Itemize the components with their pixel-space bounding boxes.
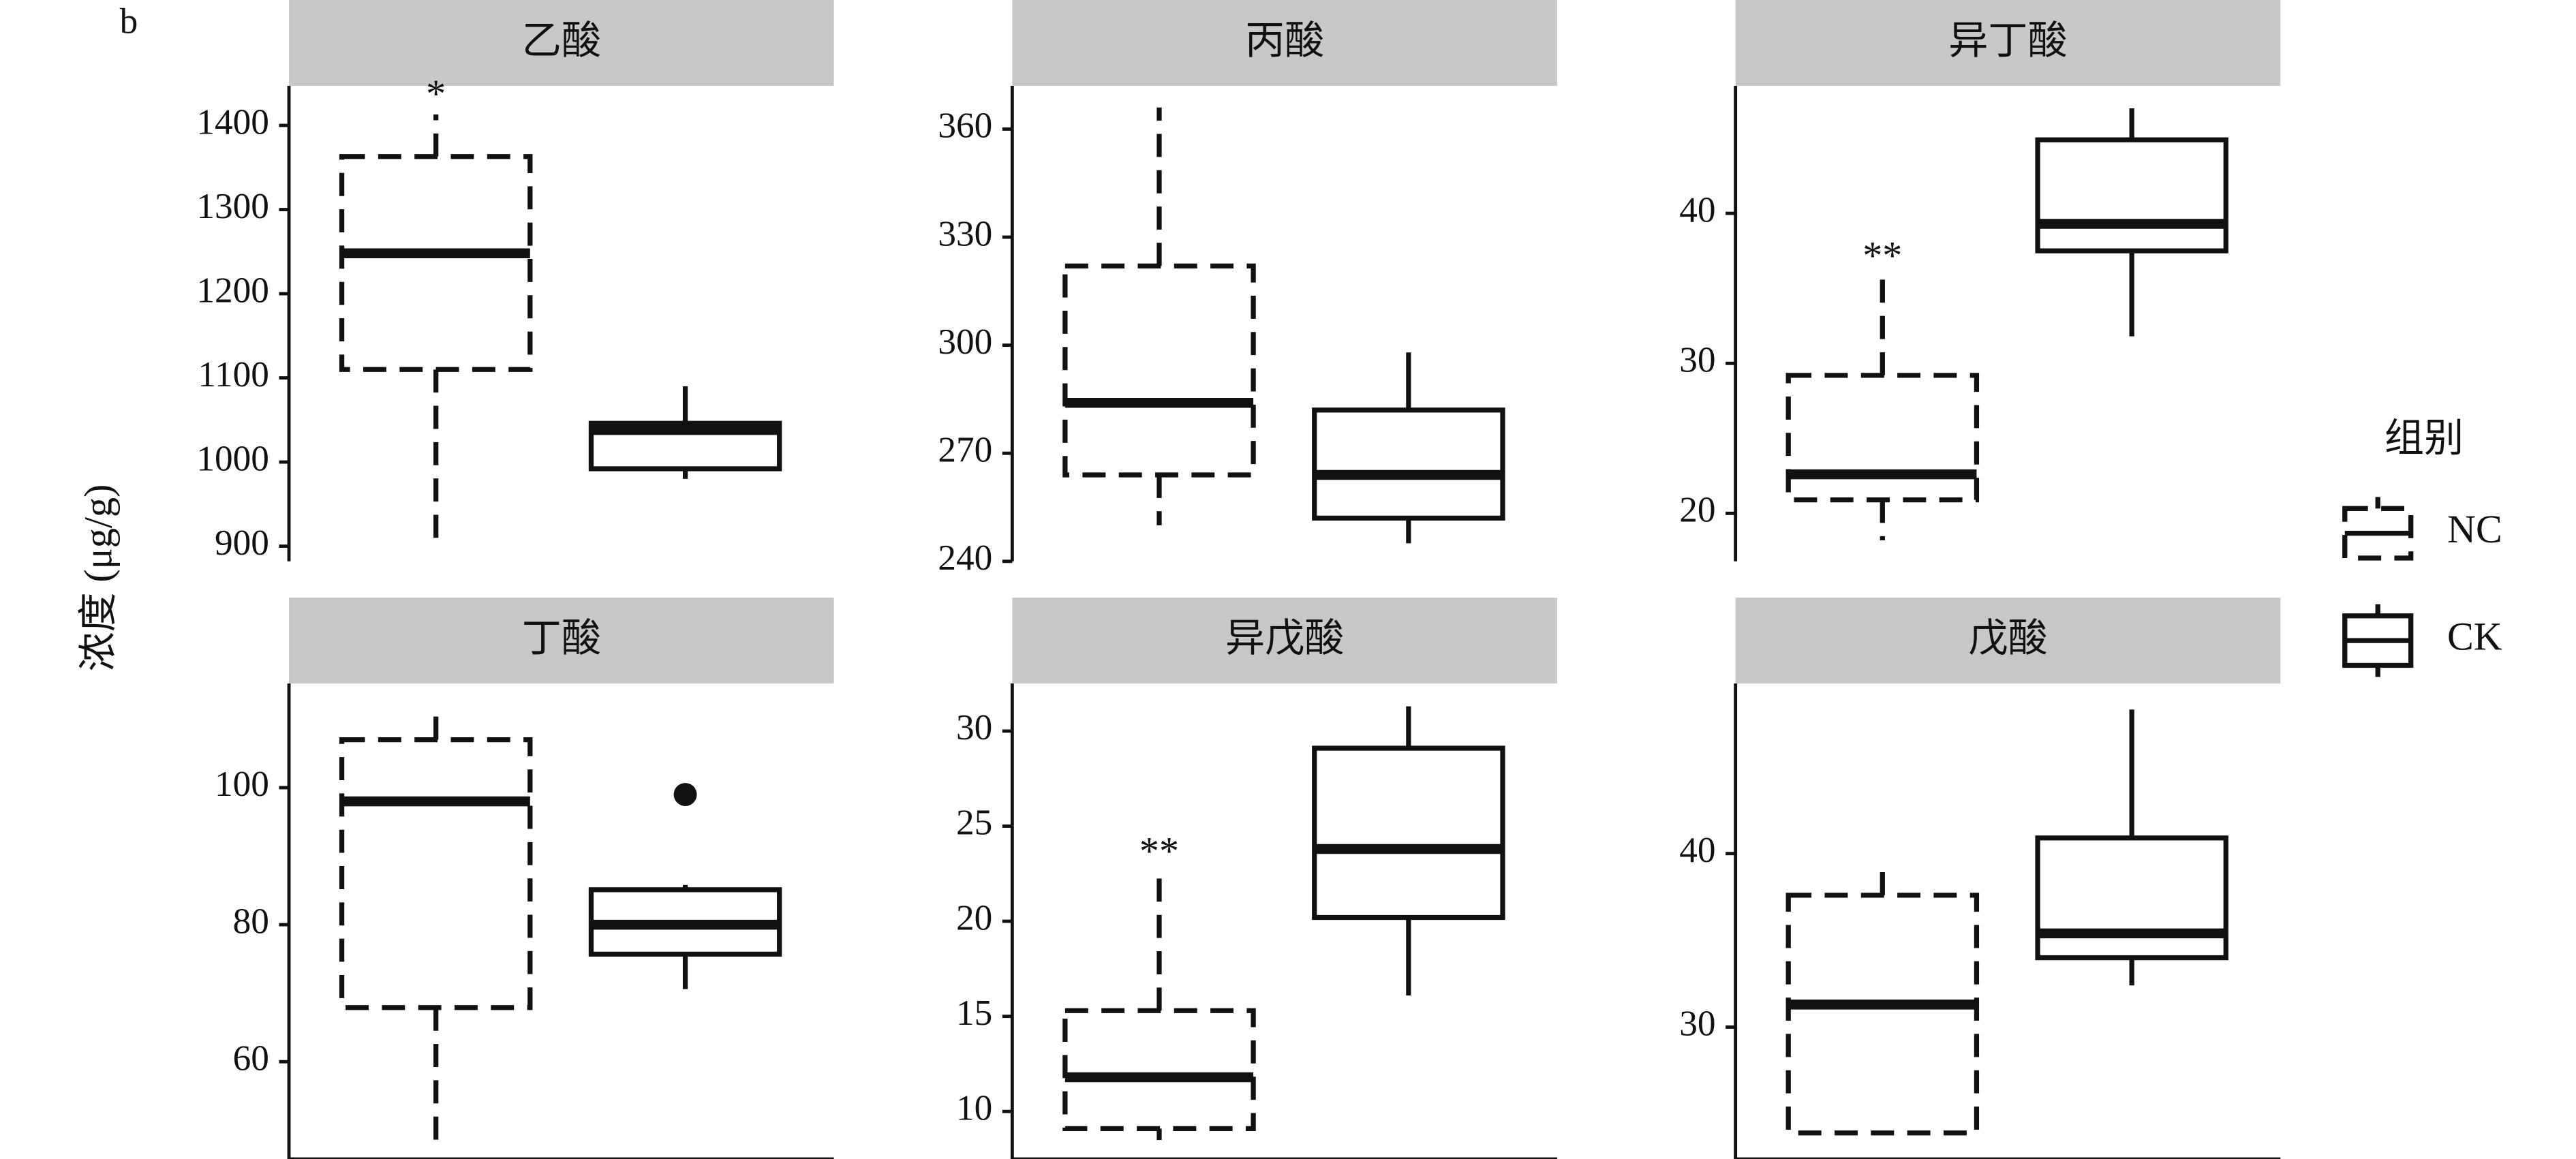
panel-title: 戊酸 <box>1968 616 2047 660</box>
box <box>2035 137 2228 253</box>
y-tick-label: 30 <box>956 707 992 747</box>
box <box>1062 263 1256 478</box>
y-tick-label: 25 <box>956 803 992 843</box>
y-tick-label: 270 <box>938 429 992 469</box>
box <box>1785 893 1980 1136</box>
y-tick-label: 1300 <box>196 186 269 226</box>
y-tick-label: 40 <box>1679 189 1715 230</box>
y-tick-label: 360 <box>938 106 992 146</box>
box <box>339 737 533 1010</box>
box <box>2035 835 2228 961</box>
strip <box>1735 0 2281 86</box>
y-tick-label: 240 <box>938 538 992 578</box>
y-tick-label: 10 <box>956 1087 992 1128</box>
annotation: * <box>426 72 446 116</box>
annotation: ** <box>1139 829 1179 874</box>
y-tick-label: 20 <box>1679 490 1715 530</box>
y-tick-label: 60 <box>233 1038 269 1078</box>
y-tick-label: 330 <box>938 213 992 253</box>
y-tick-label: 1100 <box>198 354 269 395</box>
box <box>1312 745 1505 921</box>
strip <box>289 598 834 684</box>
y-tick-label: 300 <box>938 322 992 362</box>
panel-title: 异戊酸 <box>1225 616 1344 660</box>
y-tick-label: 30 <box>1679 1004 1715 1044</box>
panel-title: 丙酸 <box>1245 18 1324 63</box>
y-tick-label: 1400 <box>196 102 269 142</box>
panel-title: 乙酸 <box>522 18 601 63</box>
box <box>1785 373 1980 503</box>
y-tick-label: 80 <box>233 901 269 941</box>
box <box>1062 1008 1256 1131</box>
legend-label: CK <box>2447 614 2502 658</box>
legend-title: 组别 <box>2385 416 2464 461</box>
strip <box>289 0 834 86</box>
y-tick-label: 100 <box>215 764 269 804</box>
box <box>1312 407 1505 521</box>
legend-label: NC <box>2447 507 2502 551</box>
strip <box>1012 598 1557 684</box>
outlier <box>673 783 697 807</box>
y-tick-label: 40 <box>1679 830 1715 870</box>
y-tick-label: 1000 <box>196 438 269 478</box>
strip <box>1012 0 1557 86</box>
annotation: ** <box>1862 234 1902 278</box>
y-tick-label: 15 <box>956 993 992 1033</box>
y-axis-label: 浓度 (μg/g) <box>76 484 121 672</box>
y-tick-label: 900 <box>215 523 269 563</box>
panel-title: 丁酸 <box>522 616 601 660</box>
y-tick-label: 20 <box>956 897 992 938</box>
panel-title: 异丁酸 <box>1948 18 2067 63</box>
y-tick-label: 30 <box>1679 339 1715 380</box>
panel-label: b <box>120 1 138 42</box>
box <box>339 154 533 372</box>
strip <box>1735 598 2281 684</box>
y-tick-label: 1200 <box>196 270 269 310</box>
